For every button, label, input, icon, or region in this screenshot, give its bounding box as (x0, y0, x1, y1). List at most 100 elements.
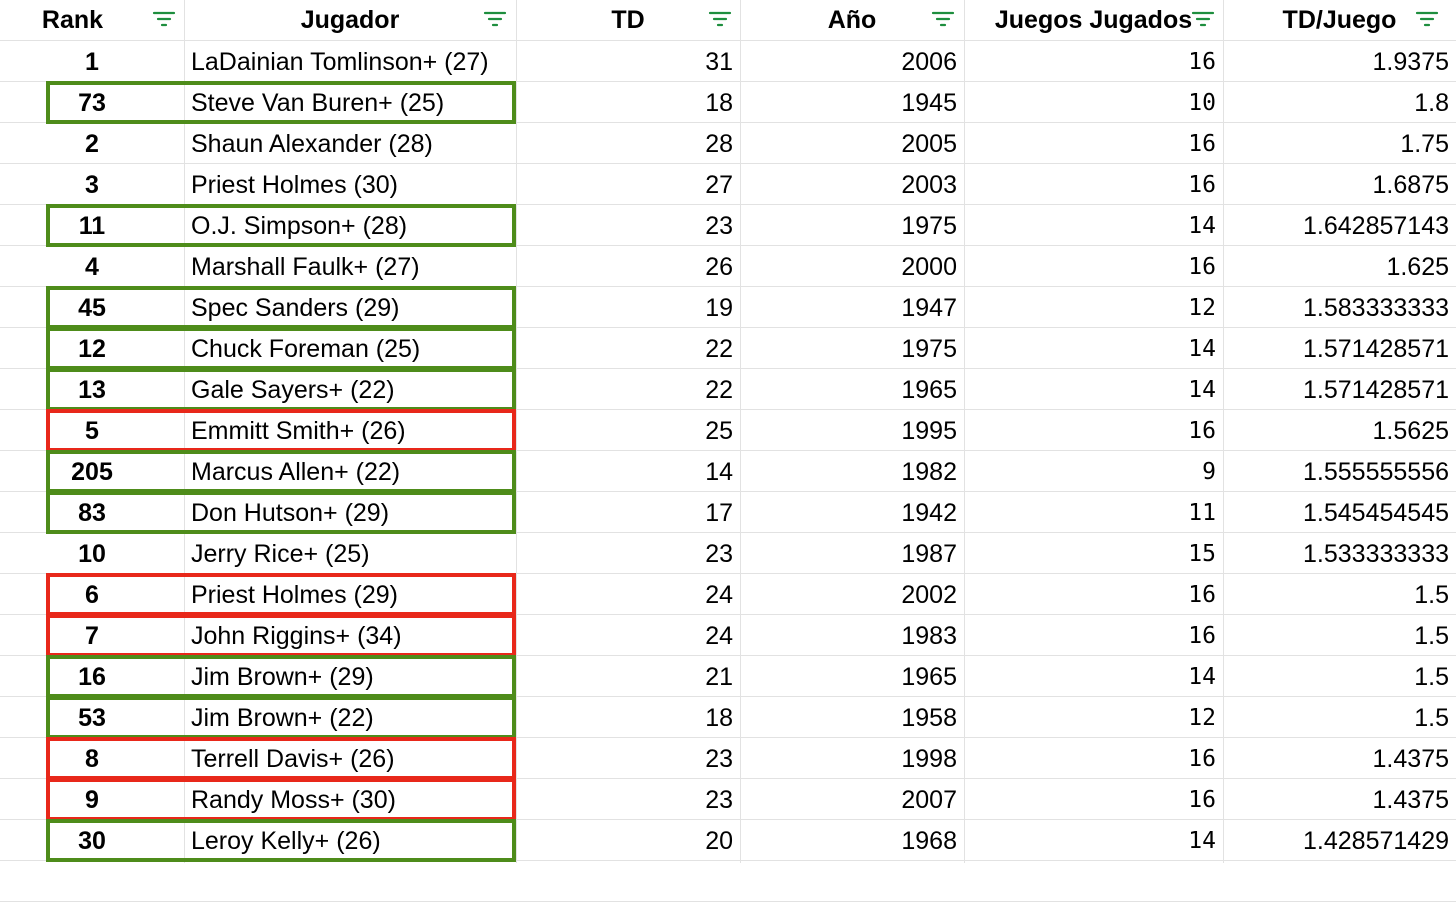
cell-td-per-game[interactable]: 1.571428571 (1303, 376, 1449, 404)
cell-rank[interactable]: 30 (78, 827, 106, 855)
cell-games-played[interactable]: 9 (1202, 459, 1216, 485)
cell-player[interactable]: Randy Moss+ (30) (191, 786, 396, 814)
cell-year[interactable]: 1968 (901, 827, 957, 855)
cell-player[interactable]: Terrell Davis+ (26) (191, 745, 395, 773)
filter-icon[interactable] (931, 10, 955, 28)
header-player[interactable]: Jugador (300, 6, 400, 34)
cell-year[interactable]: 2006 (901, 48, 957, 76)
cell-player[interactable]: Spec Sanders (29) (191, 294, 400, 322)
cell-games-played[interactable]: 16 (1188, 172, 1216, 198)
cell-td[interactable]: 23 (705, 540, 733, 568)
cell-games-played[interactable]: 14 (1188, 377, 1216, 403)
cell-td[interactable]: 20 (705, 827, 733, 855)
header-td-per-game[interactable]: TD/Juego (1282, 6, 1397, 34)
cell-td[interactable]: 23 (705, 745, 733, 773)
cell-td[interactable]: 25 (705, 417, 733, 445)
filter-icon[interactable] (1191, 10, 1215, 28)
cell-player[interactable]: O.J. Simpson+ (28) (191, 212, 408, 240)
cell-games-played[interactable]: 14 (1188, 664, 1216, 690)
cell-rank[interactable]: 3 (85, 171, 99, 199)
cell-player[interactable]: Marcus Allen+ (22) (191, 458, 401, 486)
cell-games-played[interactable]: 14 (1188, 828, 1216, 854)
cell-td-per-game[interactable]: 1.428571429 (1303, 827, 1449, 855)
cell-td-per-game[interactable]: 1.4375 (1372, 786, 1449, 814)
cell-player[interactable]: John Riggins+ (34) (191, 622, 402, 650)
cell-td-per-game[interactable]: 1.4375 (1372, 745, 1449, 773)
cell-games-played[interactable]: 16 (1188, 418, 1216, 444)
cell-player[interactable]: Priest Holmes (29) (191, 581, 398, 609)
cell-td-per-game[interactable]: 1.5 (1414, 704, 1449, 732)
cell-games-played[interactable]: 14 (1188, 213, 1216, 239)
cell-td[interactable]: 14 (705, 458, 733, 486)
cell-rank[interactable]: 83 (78, 499, 106, 527)
cell-year[interactable]: 1942 (901, 499, 957, 527)
cell-td[interactable]: 17 (705, 499, 733, 527)
cell-td-per-game[interactable]: 1.9375 (1372, 48, 1449, 76)
cell-year[interactable]: 1987 (901, 540, 957, 568)
filter-icon[interactable] (1415, 10, 1439, 28)
cell-year[interactable]: 2007 (901, 786, 957, 814)
cell-td[interactable]: 24 (705, 581, 733, 609)
cell-rank[interactable]: 4 (85, 253, 99, 281)
cell-rank[interactable]: 16 (78, 663, 106, 691)
cell-rank[interactable]: 11 (78, 212, 106, 240)
cell-player[interactable]: Emmitt Smith+ (26) (191, 417, 406, 445)
cell-year[interactable]: 2003 (901, 171, 957, 199)
cell-rank[interactable]: 12 (78, 335, 106, 363)
cell-rank[interactable]: 53 (78, 704, 106, 732)
cell-player[interactable]: LaDainian Tomlinson+ (27) (191, 48, 489, 76)
cell-td[interactable]: 19 (705, 294, 733, 322)
cell-year[interactable]: 1947 (901, 294, 957, 322)
cell-games-played[interactable]: 12 (1188, 705, 1216, 731)
cell-td[interactable]: 21 (705, 663, 733, 691)
cell-year[interactable]: 1958 (901, 704, 957, 732)
cell-rank[interactable]: 1 (85, 48, 99, 76)
cell-year[interactable]: 1945 (901, 89, 957, 117)
cell-year[interactable]: 1983 (901, 622, 957, 650)
cell-games-played[interactable]: 16 (1188, 49, 1216, 75)
cell-year[interactable]: 2005 (901, 130, 957, 158)
cell-games-played[interactable]: 12 (1188, 295, 1216, 321)
cell-games-played[interactable]: 16 (1188, 787, 1216, 813)
cell-player[interactable]: Steve Van Buren+ (25) (191, 89, 445, 117)
cell-year[interactable]: 1965 (901, 376, 957, 404)
cell-td[interactable]: 27 (705, 171, 733, 199)
header-rank[interactable]: Rank (41, 6, 104, 34)
cell-td[interactable]: 28 (705, 130, 733, 158)
cell-td-per-game[interactable]: 1.6875 (1372, 171, 1449, 199)
cell-rank[interactable]: 5 (85, 417, 99, 445)
cell-td-per-game[interactable]: 1.583333333 (1303, 294, 1449, 322)
cell-td-per-game[interactable]: 1.545454545 (1303, 499, 1449, 527)
cell-td-per-game[interactable]: 1.5 (1414, 663, 1449, 691)
cell-td-per-game[interactable]: 1.8 (1414, 89, 1449, 117)
header-td[interactable]: TD (611, 6, 645, 34)
cell-player[interactable]: Priest Holmes (30) (191, 171, 398, 199)
cell-games-played[interactable]: 16 (1188, 746, 1216, 772)
cell-td-per-game[interactable]: 1.75 (1400, 130, 1449, 158)
cell-player[interactable]: Jerry Rice+ (25) (191, 540, 370, 568)
cell-td-per-game[interactable]: 1.5625 (1372, 417, 1449, 445)
cell-games-played[interactable]: 16 (1188, 254, 1216, 280)
cell-rank[interactable]: 73 (78, 89, 106, 117)
cell-rank[interactable]: 9 (85, 786, 99, 814)
cell-player[interactable]: Don Hutson+ (29) (191, 499, 390, 527)
cell-player[interactable]: Leroy Kelly+ (26) (191, 827, 381, 855)
cell-td-per-game[interactable]: 1.642857143 (1303, 212, 1449, 240)
cell-player[interactable]: Jim Brown+ (29) (191, 663, 374, 691)
cell-rank[interactable]: 10 (78, 540, 106, 568)
cell-rank[interactable]: 13 (78, 376, 106, 404)
cell-year[interactable]: 2002 (901, 581, 957, 609)
header-games-played[interactable]: Juegos Jugados (994, 6, 1193, 34)
cell-year[interactable]: 1982 (901, 458, 957, 486)
cell-games-played[interactable]: 11 (1188, 500, 1216, 526)
cell-games-played[interactable]: 16 (1188, 623, 1216, 649)
cell-td-per-game[interactable]: 1.5 (1414, 622, 1449, 650)
cell-rank[interactable]: 2 (85, 130, 99, 158)
cell-games-played[interactable]: 14 (1188, 336, 1216, 362)
cell-td-per-game[interactable]: 1.555555556 (1303, 458, 1449, 486)
cell-td-per-game[interactable]: 1.571428571 (1303, 335, 1449, 363)
cell-rank[interactable]: 45 (78, 294, 106, 322)
header-year[interactable]: Año (827, 6, 877, 34)
cell-rank[interactable]: 8 (85, 745, 99, 773)
cell-year[interactable]: 1995 (901, 417, 957, 445)
